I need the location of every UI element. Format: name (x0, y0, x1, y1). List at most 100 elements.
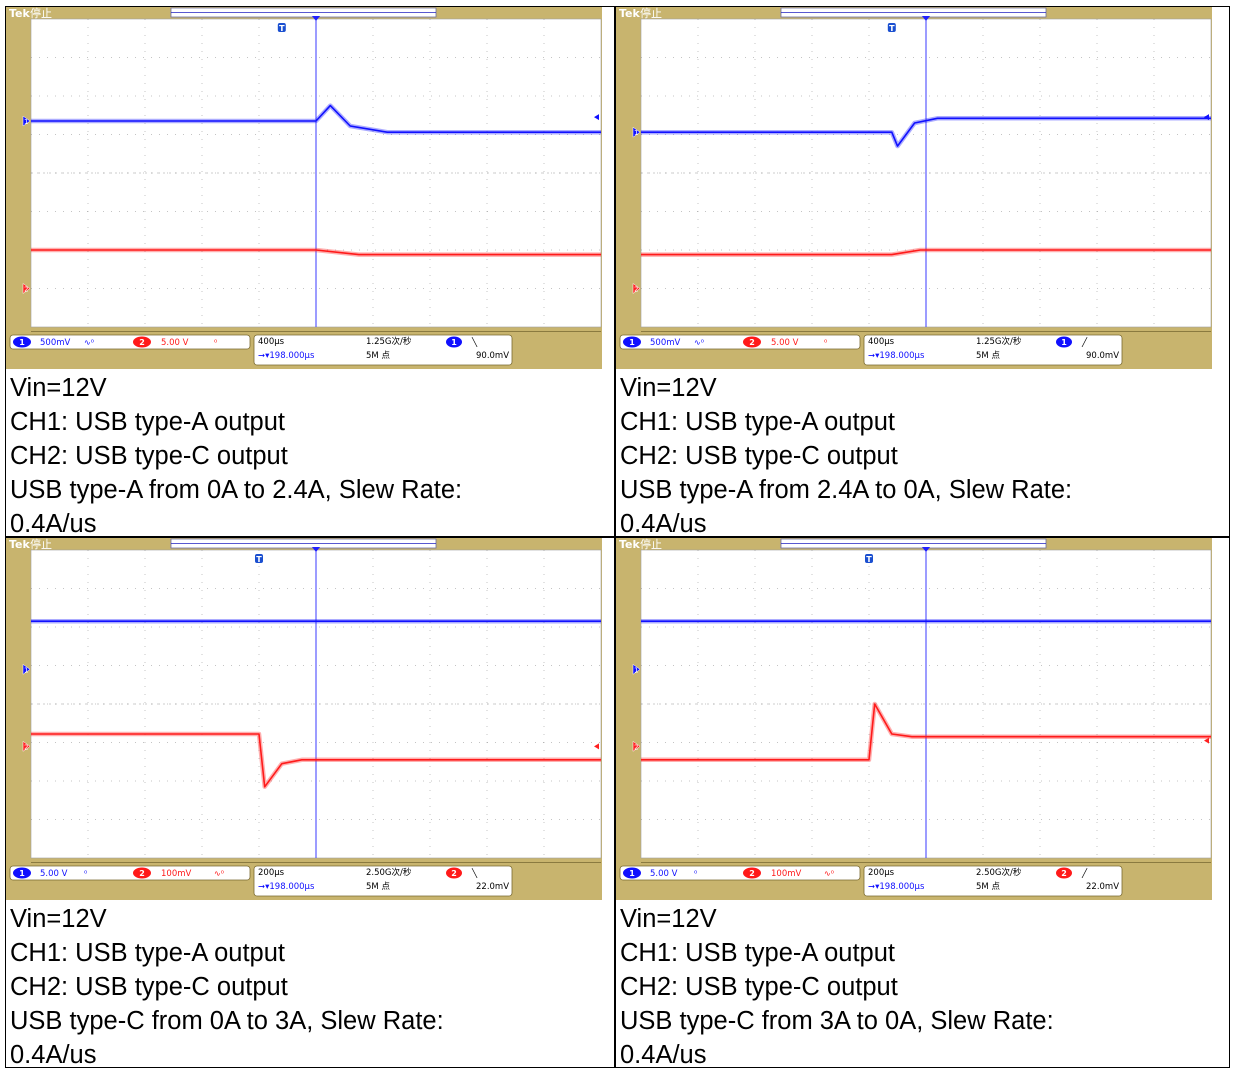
sample-rate: 1.25G次/秒 (976, 336, 1022, 347)
trigger-level-arrow (594, 743, 599, 750)
trigger-slope-icon: ╱ (1081, 868, 1088, 879)
trigger-position: ➞▾198.000µs (258, 882, 315, 892)
ch1-badge (623, 336, 641, 348)
caption-line-5: 0.4A/us (620, 1041, 707, 1069)
trigger-source-badge (446, 867, 462, 879)
ch2-badge-label: 2 (749, 869, 755, 878)
trigger-time-marker (312, 16, 320, 21)
capture-cell-3: Tek 停止 T 1 2 1 5.00 V ⁰ 2 100mV ∿⁰ 200µs ➞▾198.000µs… (5, 537, 615, 1069)
trigger-time-marker (922, 16, 930, 21)
scope-brand: Tek (9, 7, 31, 20)
ch1-coupling: ∿⁰ (694, 338, 704, 347)
ch2-level-marker (22, 283, 31, 294)
caption-line-4: USB type-C from 3A to 0A, Slew Rate: (620, 1007, 1054, 1035)
trigger-source: 1 (1061, 338, 1067, 347)
ch2-badge (743, 336, 761, 348)
ch2-scale: 5.00 V (161, 338, 189, 348)
trigger-level: 22.0mV (476, 882, 509, 892)
ch1-badge-label: 1 (19, 869, 25, 878)
readout-divider (31, 331, 601, 332)
trigger-position-label: T (279, 24, 285, 33)
caption-line-2: CH1: USB type-A output (10, 408, 285, 436)
ch1-badge-label: 1 (19, 338, 25, 347)
timebase: 200µs (868, 868, 895, 878)
ch2-level-marker (632, 283, 641, 294)
capture-caption: Vin=12V CH1: USB type-A output CH2: USB ty… (616, 902, 1229, 1072)
scope-brand: Tek (619, 7, 641, 20)
ch1-scale: 5.00 V (40, 869, 68, 879)
ch2-trace (31, 249, 601, 256)
caption-line-4: USB type-A from 2.4A to 0A, Slew Rate: (620, 476, 1073, 504)
ch2-trace (641, 249, 1211, 256)
ch2-level-label: 2 (634, 286, 638, 294)
caption-line-5: 0.4A/us (10, 510, 97, 538)
ch1-trace (31, 104, 601, 133)
trigger-source-badge (446, 336, 462, 348)
trigger-position-label: T (889, 24, 895, 33)
trigger-position-icon (255, 554, 263, 563)
capture-cell-1: Tek 停止 T 1 2 1 500mV ∿⁰ 2 5.00 V ⁰ 400µs ➞▾198.000µs… (5, 6, 615, 538)
scope-run-state: 停止 (640, 538, 662, 551)
caption-line-2: CH1: USB type-A output (620, 939, 895, 967)
trigger-source-badge (1056, 336, 1072, 348)
capture-cell-2: Tek 停止 T 1 2 1 500mV ∿⁰ 2 5.00 V ⁰ 400µs ➞▾198.000µs… (615, 6, 1230, 538)
scope-brand: Tek (619, 538, 641, 551)
channel-readout-box (9, 334, 251, 350)
trigger-position-icon (277, 23, 286, 32)
record-length: 5M 点 (366, 351, 390, 361)
caption-line-3: CH2: USB type-C output (10, 973, 288, 1001)
oscilloscope-screen: Tek 停止 T 1 2 1 5.00 V ⁰ 2 100mV ∿⁰ 200µs ➞▾198.000µs… (6, 538, 602, 900)
trigger-level: 90.0mV (476, 351, 509, 361)
trigger-level-arrow (594, 114, 599, 121)
ch1-level-marker (22, 663, 31, 675)
trigger-time-marker (312, 547, 320, 552)
ch2-trace (31, 733, 601, 788)
ch1-level-marker (632, 663, 641, 675)
record-length: 5M 点 (366, 882, 390, 892)
trigger-position: ➞▾198.000µs (868, 882, 925, 892)
ch2-level-label: 2 (24, 743, 28, 751)
trigger-slope-icon: ╲ (471, 337, 478, 348)
ch1-coupling: ∿⁰ (84, 338, 94, 347)
caption-line-4: USB type-C from 0A to 3A, Slew Rate: (10, 1007, 444, 1035)
ch1-trace (641, 117, 1211, 147)
timebase: 400µs (258, 337, 285, 347)
caption-line-1: Vin=12V (10, 374, 107, 402)
ch1-scale: 500mV (40, 338, 71, 348)
ch2-level-label: 2 (24, 286, 28, 294)
ch2-coupling: ∿⁰ (824, 869, 834, 878)
readout-divider (641, 862, 1211, 863)
trigger-slope-icon: ╲ (471, 868, 478, 879)
readout-divider (31, 862, 601, 863)
trigger-source: 2 (451, 869, 457, 878)
trigger-level-arrow (1204, 737, 1209, 744)
ch2-level-marker (22, 740, 31, 752)
trigger-position: ➞▾198.000µs (868, 351, 925, 361)
ch1-level-marker (22, 115, 31, 127)
capture-cell-4: Tek 停止 T 1 2 1 5.00 V ⁰ 2 100mV ∿⁰ 200µs ➞▾198.000µs… (615, 537, 1230, 1069)
ch1-badge-label: 1 (629, 338, 635, 347)
oscilloscope-screen: Tek 停止 T 1 2 1 500mV ∿⁰ 2 5.00 V ⁰ 400µs ➞▾198.000µs… (616, 7, 1212, 369)
ch2-coupling: ⁰ (214, 338, 217, 347)
caption-line-3: CH2: USB type-C output (620, 973, 898, 1001)
ch2-badge (133, 336, 151, 348)
scope-brand: Tek (9, 538, 31, 551)
trigger-source: 1 (451, 338, 457, 347)
record-length: 5M 点 (976, 351, 1000, 361)
ch1-badge (623, 867, 641, 879)
ch2-coupling: ∿⁰ (214, 869, 224, 878)
ch1-level-label: 1 (634, 129, 638, 137)
ch2-level-label: 2 (634, 743, 638, 751)
ch2-badge-label: 2 (139, 869, 145, 878)
ch1-level-marker (632, 126, 641, 138)
ch1-badge (13, 867, 31, 879)
ch2-scale: 100mV (161, 869, 192, 879)
ch1-scale: 5.00 V (650, 869, 678, 879)
trigger-position: ➞▾198.000µs (258, 351, 315, 361)
capture-caption: Vin=12V CH1: USB type-A output CH2: USB ty… (616, 371, 1229, 541)
timebase: 400µs (868, 337, 895, 347)
caption-line-4: USB type-A from 0A to 2.4A, Slew Rate: (10, 476, 463, 504)
scope-run-state: 停止 (30, 538, 52, 551)
trigger-level: 90.0mV (1086, 351, 1119, 361)
trigger-level: 22.0mV (1086, 882, 1119, 892)
